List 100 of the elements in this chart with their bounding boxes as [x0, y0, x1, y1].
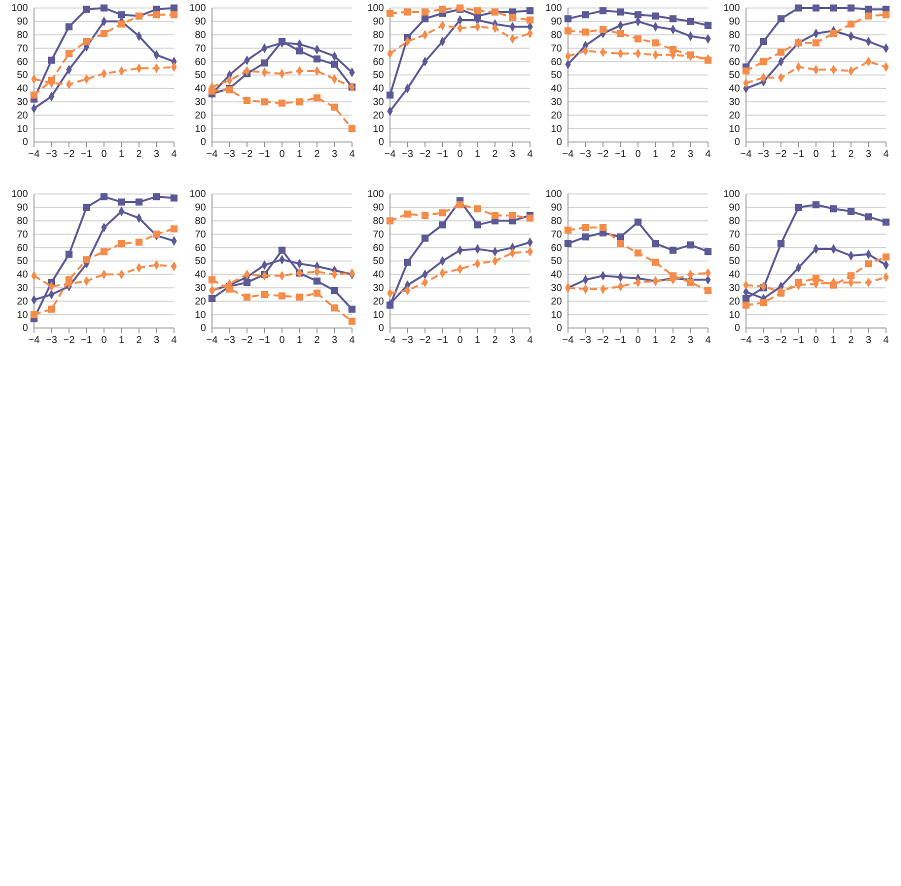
y-tick-label: 70 [550, 43, 562, 54]
y-tick-label: 40 [372, 270, 384, 281]
x-tick-label: 3 [688, 149, 694, 160]
x-tick-label: −3 [402, 335, 414, 346]
y-tick-label: 60 [194, 242, 206, 254]
x-tick-label: 2 [136, 149, 142, 160]
y-tick-label: 20 [728, 110, 740, 122]
y-tick-label: 10 [194, 124, 206, 135]
x-tick-label: 1 [474, 149, 481, 160]
x-tick-label: −4 [562, 335, 574, 346]
y-tick-label: 30 [16, 97, 28, 108]
x-tick-label: −3 [46, 149, 58, 160]
y-tick-label: 90 [372, 16, 384, 28]
y-tick-label: 50 [550, 256, 562, 268]
y-tick-label: 60 [194, 56, 206, 68]
y-tick-label: 100 [189, 189, 206, 200]
y-tick-label: 70 [194, 43, 206, 54]
y-tick-label: 0 [734, 323, 740, 334]
x-tick-label: −4 [740, 335, 752, 346]
y-tick-label: 90 [372, 202, 384, 214]
x-tick-label: −1 [614, 335, 627, 346]
x-tick-label: −4 [740, 149, 752, 160]
x-tick-label: 2 [136, 335, 142, 346]
x-tick-label: 0 [813, 149, 820, 160]
y-tick-label: 10 [16, 124, 28, 135]
y-tick-label: 10 [728, 124, 740, 135]
y-tick-label: 10 [550, 310, 562, 321]
y-tick-label: 70 [728, 229, 740, 240]
y-tick-label: 30 [16, 283, 28, 294]
x-tick-label: 2 [314, 335, 320, 346]
x-tick-label: −2 [775, 149, 788, 160]
y-tick-label: 30 [728, 283, 740, 294]
x-tick-label: 0 [279, 149, 286, 160]
y-tick-label: 60 [728, 242, 740, 254]
y-tick-label: 100 [189, 3, 206, 14]
x-tick-label: −1 [436, 335, 449, 346]
y-tick-label: 20 [728, 296, 740, 308]
x-tick-label: 2 [670, 335, 676, 346]
x-tick-label: 4 [527, 149, 534, 160]
y-tick-label: 70 [550, 229, 562, 240]
y-tick-label: 40 [550, 84, 562, 95]
x-tick-label: 2 [492, 149, 498, 160]
y-tick-label: 40 [728, 84, 740, 95]
y-tick-label: 50 [194, 256, 206, 268]
y-tick-label: 80 [728, 216, 740, 227]
y-tick-label: 30 [550, 97, 562, 108]
x-tick-label: −4 [28, 335, 40, 346]
y-tick-label: 40 [16, 270, 28, 281]
x-tick-label: −2 [63, 335, 76, 346]
x-tick-label: 2 [848, 149, 854, 160]
y-tick-label: 20 [372, 296, 384, 308]
y-tick-label: 70 [372, 43, 384, 54]
y-tick-label: 0 [22, 137, 28, 148]
y-tick-label: 100 [545, 189, 562, 200]
y-tick-label: 30 [550, 283, 562, 294]
y-tick-label: 80 [550, 216, 562, 227]
y-tick-label: 100 [367, 189, 384, 200]
x-tick-label: −3 [758, 149, 770, 160]
y-tick-label: 50 [194, 70, 206, 82]
x-tick-label: 3 [332, 149, 338, 160]
x-tick-label: −3 [402, 149, 414, 160]
y-tick-label: 20 [372, 110, 384, 122]
x-tick-label: −1 [792, 335, 805, 346]
x-tick-label: 4 [705, 149, 712, 160]
y-tick-label: 0 [22, 323, 28, 334]
y-tick-label: 90 [550, 16, 562, 28]
x-tick-label: −2 [597, 149, 610, 160]
y-tick-label: 80 [728, 30, 740, 41]
y-tick-label: 90 [194, 202, 206, 214]
y-tick-label: 50 [16, 256, 28, 268]
y-tick-label: 20 [550, 296, 562, 308]
y-tick-label: 40 [16, 84, 28, 95]
y-tick-label: 50 [728, 256, 740, 268]
x-tick-label: −3 [224, 335, 236, 346]
y-tick-label: 0 [556, 137, 562, 148]
x-tick-label: −3 [758, 335, 770, 346]
x-tick-label: −2 [419, 149, 432, 160]
y-tick-label: 80 [550, 30, 562, 41]
x-tick-label: −1 [436, 149, 449, 160]
x-tick-label: −1 [80, 335, 93, 346]
y-tick-label: 20 [194, 110, 206, 122]
y-tick-label: 90 [728, 202, 740, 214]
y-tick-label: 40 [372, 84, 384, 95]
y-tick-label: 20 [16, 110, 28, 122]
y-tick-label: 10 [194, 310, 206, 321]
y-tick-label: 100 [545, 3, 562, 14]
x-tick-label: −3 [580, 149, 592, 160]
x-tick-label: −4 [206, 149, 218, 160]
y-tick-label: 50 [728, 70, 740, 82]
x-tick-label: −2 [775, 335, 788, 346]
x-tick-label: 0 [457, 149, 464, 160]
y-tick-label: 90 [16, 202, 28, 214]
y-tick-label: 10 [372, 310, 384, 321]
y-tick-label: 80 [372, 216, 384, 227]
y-tick-label: 50 [372, 70, 384, 82]
y-tick-label: 90 [550, 202, 562, 214]
x-tick-label: 1 [830, 149, 837, 160]
x-tick-label: 4 [705, 335, 712, 346]
x-tick-label: −2 [241, 149, 254, 160]
x-tick-label: −4 [28, 149, 40, 160]
